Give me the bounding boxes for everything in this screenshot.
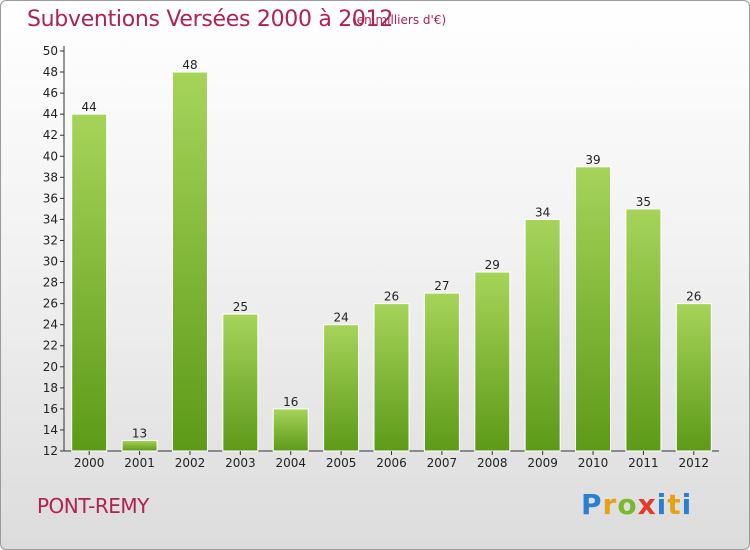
chart-title: Subventions Versées 2000 à 2012	[27, 7, 394, 32]
bar	[474, 271, 511, 452]
x-tick-label: 2002	[175, 456, 206, 470]
logo-letter: i	[681, 488, 693, 521]
y-tick-label: 26	[43, 297, 58, 311]
y-tick-label: 44	[43, 107, 58, 121]
commune-name: PONT-REMY	[37, 494, 149, 518]
bar	[575, 166, 612, 452]
data-label: 29	[485, 258, 500, 272]
bar	[373, 303, 410, 452]
y-tick-label: 18	[43, 381, 58, 395]
y-tick-label: 12	[43, 444, 58, 458]
x-tick-label: 2008	[477, 456, 508, 470]
y-tick-label: 50	[43, 44, 58, 58]
bar	[121, 439, 158, 452]
y-tick-label: 42	[43, 128, 58, 142]
data-label: 13	[132, 426, 147, 440]
bar	[171, 71, 208, 452]
data-label: 34	[535, 205, 550, 219]
y-tick-label: 38	[43, 170, 58, 184]
y-tick-label: 14	[43, 423, 58, 437]
logo-letter: o	[617, 488, 638, 521]
x-tick-label: 2009	[527, 456, 558, 470]
y-tick-label: 36	[43, 191, 58, 205]
proxiti-logo: Proxiti	[581, 488, 692, 521]
y-tick-label: 46	[43, 86, 58, 100]
bar	[625, 208, 662, 452]
y-tick-label: 16	[43, 402, 58, 416]
bar	[222, 313, 259, 452]
bar	[272, 408, 309, 452]
x-tick-label: 2011	[628, 456, 659, 470]
logo-letter: P	[581, 488, 603, 521]
data-label: 26	[686, 290, 701, 304]
logo-letter: t	[667, 488, 682, 521]
x-tick-label: 2000	[74, 456, 105, 470]
data-label: 35	[636, 195, 651, 209]
x-tick-label: 2005	[326, 456, 357, 470]
x-tick-label: 2004	[275, 456, 306, 470]
logo-letter: x	[637, 488, 657, 521]
bar	[71, 113, 108, 452]
y-tick-label: 34	[43, 212, 58, 226]
data-label: 39	[585, 153, 600, 167]
y-tick-label: 30	[43, 255, 58, 269]
data-label: 16	[283, 395, 298, 409]
x-tick-label: 2003	[225, 456, 256, 470]
x-tick-label: 2010	[578, 456, 609, 470]
x-tick-label: 2012	[679, 456, 710, 470]
data-label: 27	[434, 279, 449, 293]
data-label: 48	[182, 58, 197, 72]
bar	[423, 292, 460, 452]
logo-letter: r	[602, 488, 618, 521]
logo-letter: i	[656, 488, 668, 521]
bar	[524, 218, 561, 452]
y-tick-label: 24	[43, 318, 58, 332]
x-tick-label: 2007	[427, 456, 458, 470]
data-label: 25	[233, 300, 248, 314]
x-tick-label: 2001	[124, 456, 155, 470]
bar	[675, 303, 712, 452]
data-label: 26	[384, 290, 399, 304]
data-label: 24	[333, 311, 348, 325]
bar	[323, 324, 360, 452]
x-tick-label: 2006	[376, 456, 407, 470]
y-tick-label: 40	[43, 149, 58, 163]
y-tick-label: 28	[43, 276, 58, 290]
y-tick-label: 20	[43, 360, 58, 374]
y-tick-label: 32	[43, 233, 58, 247]
y-tick-label: 22	[43, 339, 58, 353]
y-tick-label: 48	[43, 65, 58, 79]
data-label: 44	[82, 100, 97, 114]
chart-subtitle: (en milliers d'€)	[352, 13, 447, 27]
